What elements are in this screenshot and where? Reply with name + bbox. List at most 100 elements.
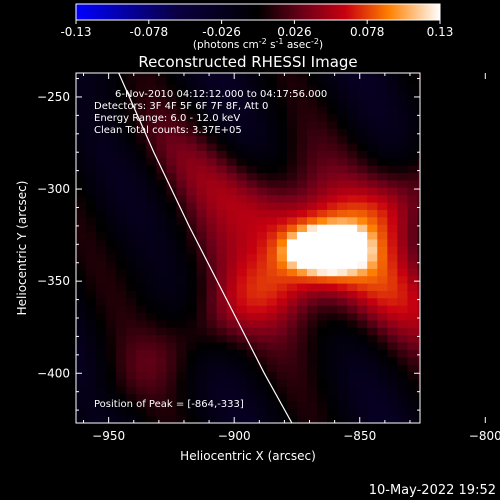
heatmap-cell: [116, 393, 127, 402]
heatmap-cell: [126, 179, 137, 188]
heatmap-cell: [226, 224, 238, 233]
heatmap-cell: [367, 415, 378, 423]
heatmap-cell: [317, 290, 328, 299]
heatmap-cell: [407, 400, 419, 409]
heatmap-cell: [377, 356, 388, 365]
heatmap-cell: [196, 76, 208, 85]
heatmap-cell: [106, 283, 117, 291]
heatmap-cell: [246, 408, 258, 417]
heatmap-cell: [76, 165, 87, 174]
heatmap-cell: [317, 76, 328, 85]
heatmap-cell: [417, 283, 420, 291]
heatmap-cell: [397, 106, 409, 115]
heatmap-cell: [296, 312, 308, 321]
heatmap-cell: [106, 98, 117, 107]
heatmap-cell: [146, 209, 157, 218]
heatmap-cell: [86, 106, 97, 115]
heatmap-cell: [206, 84, 218, 93]
heatmap-cell: [76, 327, 87, 336]
heatmap-cell: [377, 135, 388, 144]
heatmap-cell: [146, 113, 157, 122]
heatmap-cell: [166, 179, 178, 188]
heatmap-cell: [246, 253, 258, 262]
heatmap-cell: [166, 231, 178, 240]
heatmap-cell: [397, 179, 409, 188]
heatmap-cell: [126, 143, 137, 151]
heatmap-cell: [296, 150, 308, 159]
heatmap-cell: [417, 150, 420, 159]
heatmap-cell: [186, 400, 198, 409]
heatmap-cell: [357, 179, 368, 188]
heatmap-cell: [86, 312, 97, 321]
heatmap-cell: [266, 128, 278, 137]
heatmap-cell: [276, 393, 288, 402]
heatmap-cell: [146, 260, 157, 269]
heatmap-cell: [407, 283, 419, 291]
heatmap-cell: [156, 128, 167, 137]
heatmap-cell: [307, 408, 318, 417]
heatmap-cell: [367, 135, 378, 144]
heatmap-cell: [397, 98, 409, 107]
heatmap-cell: [236, 349, 248, 358]
heatmap-cell: [216, 415, 228, 423]
heatmap-cell: [286, 312, 298, 321]
heatmap-cell: [256, 268, 268, 277]
heatmap-cell: [317, 231, 328, 240]
heatmap-cell: [286, 187, 298, 196]
heatmap-cell: [246, 150, 258, 159]
heatmap-cell: [176, 216, 188, 225]
heatmap-cell: [166, 341, 178, 350]
heatmap-cell: [116, 128, 127, 137]
heatmap-cell: [226, 253, 238, 262]
heatmap-cell: [186, 120, 198, 129]
heatmap-cell: [276, 165, 288, 174]
heatmap-cell: [236, 135, 248, 144]
heatmap-cell: [387, 113, 399, 122]
heatmap-cell: [126, 201, 137, 210]
heatmap-cell: [246, 209, 258, 218]
heatmap-cell: [136, 128, 147, 137]
heatmap-cell: [186, 143, 198, 151]
heatmap-cell: [166, 260, 178, 269]
heatmap-cell: [76, 238, 87, 247]
heatmap-cell: [126, 297, 137, 306]
heatmap-cell: [96, 201, 107, 210]
heatmap-cell: [317, 73, 328, 78]
heatmap-cell: [76, 157, 87, 166]
heatmap-cell: [106, 216, 117, 225]
heatmap-cell: [216, 194, 228, 203]
heatmap-cell: [387, 120, 399, 129]
heatmap-cell: [327, 327, 338, 336]
heatmap-cell: [216, 165, 228, 174]
heatmap-cell: [76, 91, 87, 100]
heatmap-cell: [327, 319, 338, 328]
heatmap-cell: [296, 238, 308, 247]
heatmap-cell: [106, 143, 117, 151]
heatmap-cell: [286, 224, 298, 233]
heatmap-cell: [206, 364, 218, 373]
heatmap-cell: [156, 341, 167, 350]
heatmap-cell: [236, 260, 248, 269]
heatmap-cell: [156, 386, 167, 395]
heatmap-cell: [337, 312, 348, 321]
heatmap-cell: [126, 209, 137, 218]
heatmap-cell: [397, 319, 409, 328]
heatmap-cell: [256, 238, 268, 247]
heatmap-cell: [186, 172, 198, 181]
heatmap-cell: [276, 172, 288, 181]
heatmap-cell: [327, 378, 338, 387]
heatmap-cell: [377, 84, 388, 93]
heatmap-cell: [186, 246, 198, 255]
heatmap-cell: [276, 408, 288, 417]
heatmap-cell: [106, 238, 117, 247]
heatmap-cell: [86, 157, 97, 166]
heatmap-cell: [206, 386, 218, 395]
heatmap-cell: [156, 73, 167, 78]
heatmap-cell: [276, 106, 288, 115]
heatmap-cell: [186, 209, 198, 218]
heatmap-cell: [387, 157, 399, 166]
heatmap-cell: [296, 415, 308, 423]
heatmap-cell: [276, 327, 288, 336]
heatmap-cell: [276, 98, 288, 107]
heatmap-cell: [136, 231, 147, 240]
